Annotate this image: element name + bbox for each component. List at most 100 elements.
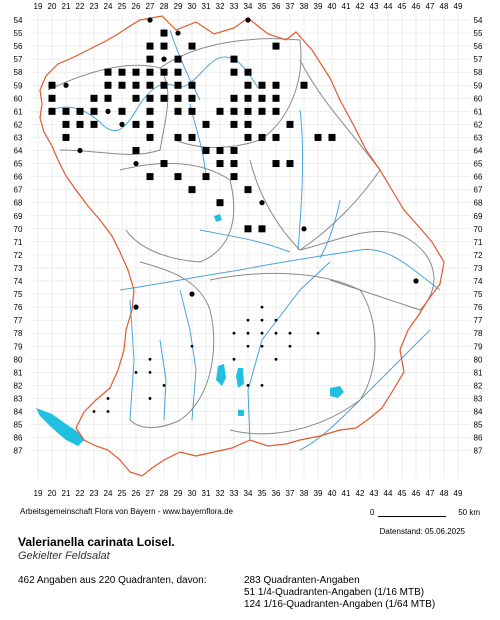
y-label-right-87: 87 <box>474 447 483 456</box>
quadrant-marker <box>202 147 210 154</box>
y-label-left-71: 71 <box>14 238 23 247</box>
y-label-left-76: 76 <box>14 303 23 312</box>
quadrant-marker <box>258 81 266 89</box>
x-axis-bottom-labels: 19 20 21 22 23 24 25 26 27 28 29 30 31 32 33 34 35 36 37 38… <box>34 489 463 498</box>
y-label-left-80: 80 <box>14 355 23 364</box>
x-label-top-41: 41 <box>342 2 351 11</box>
y-label-left-77: 77 <box>14 316 23 325</box>
x-label-top-23: 23 <box>90 2 99 11</box>
quadrant-marker <box>132 94 140 102</box>
x-label-top-45: 45 <box>398 2 407 11</box>
x-label-top-36: 36 <box>272 2 281 11</box>
quadrant-marker <box>216 147 224 154</box>
y-label-right-70: 70 <box>474 225 483 234</box>
x-label-top-19: 19 <box>34 2 43 11</box>
y-label-right-67: 67 <box>474 186 483 195</box>
x-label-bottom-29: 29 <box>174 489 183 498</box>
y-label-left-86: 86 <box>14 434 23 443</box>
quadrant-marker <box>230 147 238 154</box>
x-label-bottom-30: 30 <box>188 489 197 498</box>
quadrant-marker <box>146 120 154 128</box>
scale-bar-line <box>378 516 446 517</box>
x-label-top-35: 35 <box>258 2 267 11</box>
quadrant-marker <box>132 68 140 76</box>
quadrant-marker <box>216 160 224 168</box>
x-label-top-27: 27 <box>146 2 155 11</box>
river-naab <box>297 109 304 251</box>
y-label-left-67: 67 <box>14 186 23 195</box>
quadrant-marker <box>244 94 252 102</box>
quadrant-marker <box>160 94 168 102</box>
sixteenth-quadrant-marker <box>190 344 194 348</box>
quadrant-marker <box>258 107 266 115</box>
x-label-bottom-35: 35 <box>258 489 267 498</box>
y-label-right-61: 61 <box>474 107 483 116</box>
y-label-left-59: 59 <box>14 81 23 90</box>
sixteenth-quadrant-marker <box>246 344 250 348</box>
x-label-top-46: 46 <box>412 2 421 11</box>
sixteenth-quadrant-marker <box>148 357 152 361</box>
y-label-right-66: 66 <box>474 173 483 182</box>
river-altmuehl <box>199 229 291 253</box>
y-label-right-81: 81 <box>474 368 483 377</box>
quarter-quadrant-marker <box>147 17 153 23</box>
x-axis-top-labels: 19 20 21 22 23 24 25 26 27 28 29 30 31 32 33 34 35 36 37 38… <box>34 2 463 11</box>
lake-kochelsee <box>238 410 244 416</box>
y-label-right-58: 58 <box>474 68 483 77</box>
sixteenth-quadrant-marker <box>246 384 250 387</box>
records-summary: 462 Angaben aus 220 Quadranten, davon: <box>18 575 207 586</box>
stat-sixteenth: 124 1/16-Quadranten-Angaben (1/64 MTB) <box>244 599 436 610</box>
quadrant-marker <box>62 133 70 141</box>
y-label-left-79: 79 <box>14 342 23 351</box>
quadrant-marker <box>188 107 196 115</box>
scale-start-label: 0 <box>370 508 375 517</box>
y-label-left-57: 57 <box>14 55 23 64</box>
quadrant-marker <box>230 107 238 115</box>
x-label-bottom-22: 22 <box>76 489 85 498</box>
stat-quadrant: 283 Quadranten-Angaben <box>244 575 360 586</box>
quadrant-marker <box>174 107 182 115</box>
x-label-bottom-40: 40 <box>328 489 337 498</box>
x-label-top-25: 25 <box>118 2 127 11</box>
rivers <box>47 29 441 451</box>
y-label-left-68: 68 <box>14 199 23 208</box>
quarter-quadrant-marker <box>301 226 307 232</box>
sixteenth-quadrant-marker <box>260 331 264 335</box>
sixteenth-quadrant-marker <box>92 410 96 413</box>
x-label-bottom-38: 38 <box>300 489 309 498</box>
quadrant-marker <box>272 160 280 168</box>
quadrant-marker <box>188 94 196 102</box>
lake-chiemsee <box>330 386 344 398</box>
quadrant-marker <box>160 81 168 89</box>
quadrant-marker <box>230 94 238 102</box>
sixteenth-quadrant-marker <box>274 357 278 361</box>
y-label-left-54: 54 <box>14 16 23 25</box>
x-label-bottom-32: 32 <box>216 489 225 498</box>
quadrant-marker <box>230 173 238 181</box>
x-label-bottom-24: 24 <box>104 489 113 498</box>
y-label-left-64: 64 <box>14 147 23 156</box>
x-label-bottom-39: 39 <box>314 489 323 498</box>
x-label-top-31: 31 <box>202 2 211 11</box>
y-label-right-65: 65 <box>474 160 483 169</box>
occurrence-markers <box>48 17 419 413</box>
quarter-quadrant-marker <box>259 226 265 232</box>
quadrant-marker <box>328 133 336 141</box>
scale-bar: 0 50 km <box>370 508 480 520</box>
x-label-top-38: 38 <box>300 2 309 11</box>
x-label-bottom-23: 23 <box>90 489 99 498</box>
quadrant-marker <box>174 55 182 63</box>
river-wertach <box>159 339 167 421</box>
y-label-right-80: 80 <box>474 355 483 364</box>
y-label-left-60: 60 <box>14 94 23 103</box>
data-date: Datenstand: 05.06.2025 <box>379 527 465 536</box>
river-iller <box>129 299 135 421</box>
district-mittelfranken <box>119 163 235 263</box>
quadrant-marker <box>314 133 322 141</box>
y-label-right-84: 84 <box>474 408 483 417</box>
y-label-left-83: 83 <box>14 394 23 403</box>
quadrant-marker <box>146 81 154 89</box>
quadrant-marker <box>244 186 252 194</box>
y-label-right-72: 72 <box>474 251 483 260</box>
quadrant-marker <box>146 55 154 63</box>
